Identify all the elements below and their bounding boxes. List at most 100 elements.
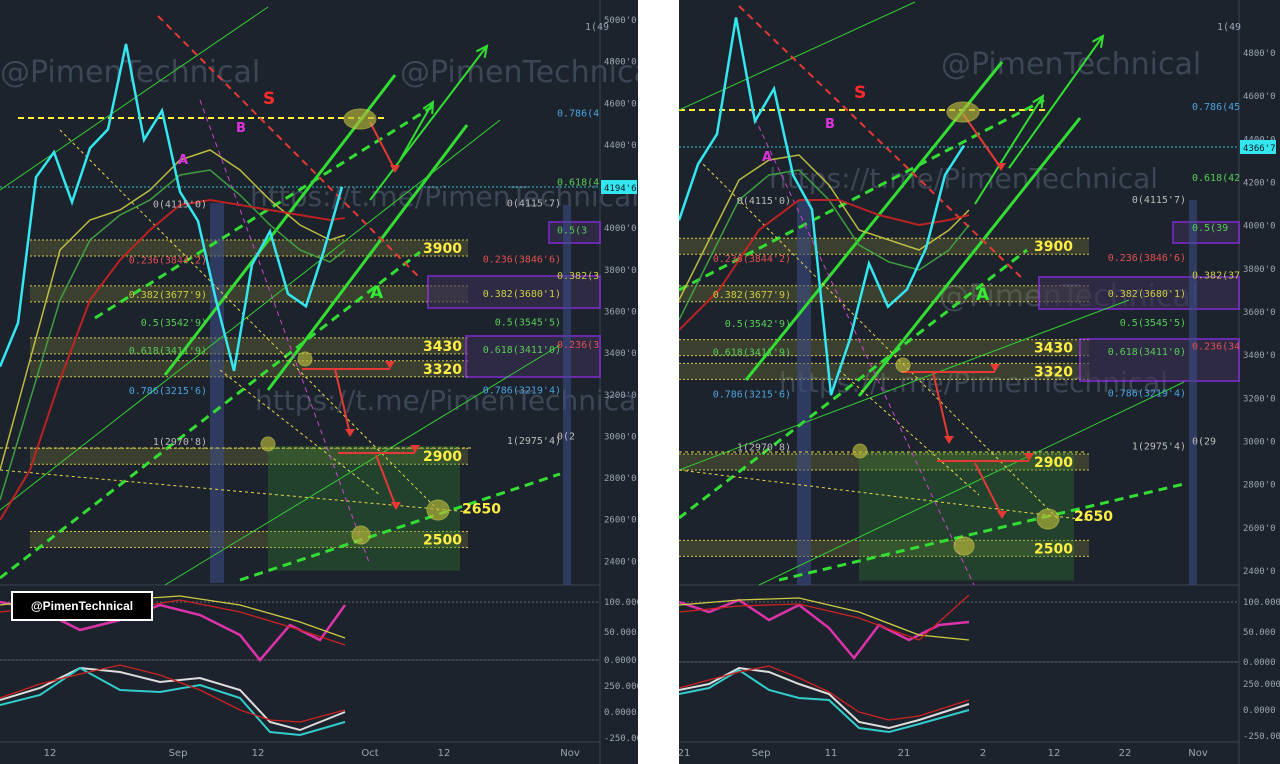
fib-band bbox=[30, 337, 468, 354]
chart-panel-left: @PimenTechnical @PimenTechnical https://t.… bbox=[0, 0, 638, 764]
target-arrow-head bbox=[1024, 453, 1034, 461]
fib-band bbox=[679, 540, 1089, 557]
fib-label-edge: 0.5(3 bbox=[557, 225, 587, 236]
fib-label-left: 0.786(3215'6) bbox=[713, 390, 791, 401]
fib-label-right: 0.786(3219'4) bbox=[1108, 389, 1186, 400]
fib-fan-line bbox=[219, 369, 381, 496]
volume-bar bbox=[797, 200, 811, 585]
target-arrow-head bbox=[391, 502, 401, 510]
fib-label-edge: 0.618(42 bbox=[1192, 173, 1240, 184]
target-arrow-head bbox=[990, 364, 1000, 372]
price-axis-tick: 2800'0 bbox=[1243, 481, 1276, 491]
fib-label-left: 0.5(3542'9) bbox=[725, 319, 791, 330]
fib-band bbox=[679, 454, 1089, 471]
price-axis-tick: 3400'0 bbox=[604, 349, 637, 359]
forecast-arrow bbox=[1008, 35, 1104, 169]
date-axis-tick: Sep bbox=[169, 748, 188, 759]
fib-label-left: 1(2970'8) bbox=[737, 442, 791, 453]
macd-line bbox=[0, 666, 346, 732]
target-arrow bbox=[334, 368, 351, 435]
fib-zone-box bbox=[427, 275, 601, 309]
forecast-arrow-head bbox=[1091, 34, 1105, 48]
trend-line bbox=[679, 1, 916, 111]
wave-label-b: B bbox=[236, 121, 246, 136]
date-axis-tick: 11 bbox=[825, 748, 838, 759]
price-axis-tick: 2400'0 bbox=[604, 557, 637, 567]
price-level-label: 2500 bbox=[1034, 541, 1073, 557]
date-axis-tick: Sep bbox=[752, 748, 771, 759]
fib-label-edge: 0.5(39 bbox=[1192, 223, 1228, 234]
fib-label-edge: 0.382(37 bbox=[1192, 270, 1240, 281]
watermark-url: https://t.me/PimenTechnical bbox=[769, 162, 1158, 195]
target-marker bbox=[260, 436, 276, 452]
fib-label-right: 0.5(3545'5) bbox=[1120, 318, 1186, 329]
fib-label-left: 0.382(3677'9) bbox=[713, 290, 791, 301]
fib-zone-box bbox=[1079, 338, 1240, 382]
date-axis-tick: 12 bbox=[1048, 748, 1061, 759]
fib-label-right: 0.618(3411'0) bbox=[483, 345, 561, 356]
target-arrow-head bbox=[997, 511, 1007, 519]
fib-label-edge: 0.786(45 bbox=[1192, 102, 1240, 113]
forecast-arrow bbox=[974, 95, 1044, 205]
moving-average-line bbox=[0, 169, 346, 501]
date-axis-tick: 21 bbox=[898, 748, 911, 759]
price-axis-tick: 4600'0 bbox=[604, 99, 637, 109]
wave-label-a: A bbox=[762, 150, 772, 165]
target-arrow bbox=[974, 462, 1003, 517]
oscillator-line bbox=[679, 598, 970, 661]
price-axis-tick: 4600'0 bbox=[1243, 92, 1276, 102]
moving-average-line bbox=[679, 199, 970, 331]
date-axis-tick: 12 bbox=[252, 748, 265, 759]
fib-band bbox=[30, 240, 468, 257]
fib-label-right: 1(2975'4) bbox=[507, 436, 561, 447]
osc1-tick: 100.000 bbox=[604, 598, 638, 608]
osc1-tick: 50.000 bbox=[1243, 628, 1276, 638]
oscillator-line bbox=[679, 594, 970, 641]
fib-label-right: 0.382(3680'1) bbox=[483, 289, 561, 300]
macd-line bbox=[679, 665, 970, 721]
fib-label-edge: 0(29 bbox=[1192, 436, 1216, 447]
volume-bar bbox=[210, 203, 224, 583]
target-arrow bbox=[932, 371, 950, 442]
price-level-label: 2650 bbox=[462, 501, 501, 517]
fib-label-left: 0.5(3542'9) bbox=[141, 318, 207, 329]
osc1-tick: 0.0000 bbox=[1243, 658, 1276, 668]
current-price-value: 4366'7 bbox=[1243, 144, 1276, 154]
target-marker bbox=[1036, 508, 1060, 530]
moving-average-line bbox=[0, 198, 346, 521]
price-axis-tick: 4400'0 bbox=[604, 141, 637, 151]
price-axis-tick: 2800'0 bbox=[604, 474, 637, 484]
chart-left: @PimenTechnical @PimenTechnical https://t.… bbox=[0, 0, 638, 764]
date-axis-tick: 12 bbox=[438, 748, 451, 759]
price-axis-tick: 3200'0 bbox=[604, 391, 637, 401]
fib-label-left: 0(4115'0) bbox=[737, 196, 791, 207]
fib-fan-line bbox=[0, 469, 471, 513]
date-axis-tick: 2 bbox=[980, 748, 986, 759]
price-line bbox=[0, 43, 344, 372]
fib-label-left: 1(2970'8) bbox=[153, 437, 207, 448]
fib-label-edge: 0.236(3 bbox=[557, 340, 599, 351]
osc2-tick: 0.0000 bbox=[604, 708, 637, 718]
osc2-tick: -250.00 bbox=[604, 734, 638, 744]
fib-label-right: 0.236(3846'6) bbox=[1108, 253, 1186, 264]
target-marker bbox=[297, 351, 313, 367]
fib-label-left: 0.618(3411'9) bbox=[129, 346, 207, 357]
price-level-label: 2650 bbox=[1074, 509, 1113, 525]
trend-line bbox=[758, 381, 1185, 586]
macd-line bbox=[0, 664, 346, 723]
price-level-label: 3900 bbox=[1034, 239, 1073, 255]
channel-line-dashed bbox=[94, 103, 436, 320]
date-axis-tick: Nov bbox=[1188, 748, 1208, 759]
fib-label-right: 0.5(3545'5) bbox=[495, 317, 561, 328]
fib-zone-box bbox=[548, 221, 601, 244]
osc2-tick: -250.00 bbox=[1243, 732, 1280, 742]
current-price-value: 4194'6 bbox=[604, 184, 637, 194]
wave-label-b: B bbox=[825, 117, 835, 132]
fib-label-left: 0.786(3215'6) bbox=[129, 386, 207, 397]
price-level-label: 3320 bbox=[1034, 364, 1073, 380]
fib-label-right: 0.786(3219'4) bbox=[483, 385, 561, 396]
watermark-handle: @PimenTechnical bbox=[941, 47, 1201, 82]
fib-label-right: 0.236(3846'6) bbox=[483, 255, 561, 266]
watermark-handle: @PimenTechnical bbox=[400, 55, 638, 90]
date-axis-tick: 12 bbox=[44, 748, 57, 759]
